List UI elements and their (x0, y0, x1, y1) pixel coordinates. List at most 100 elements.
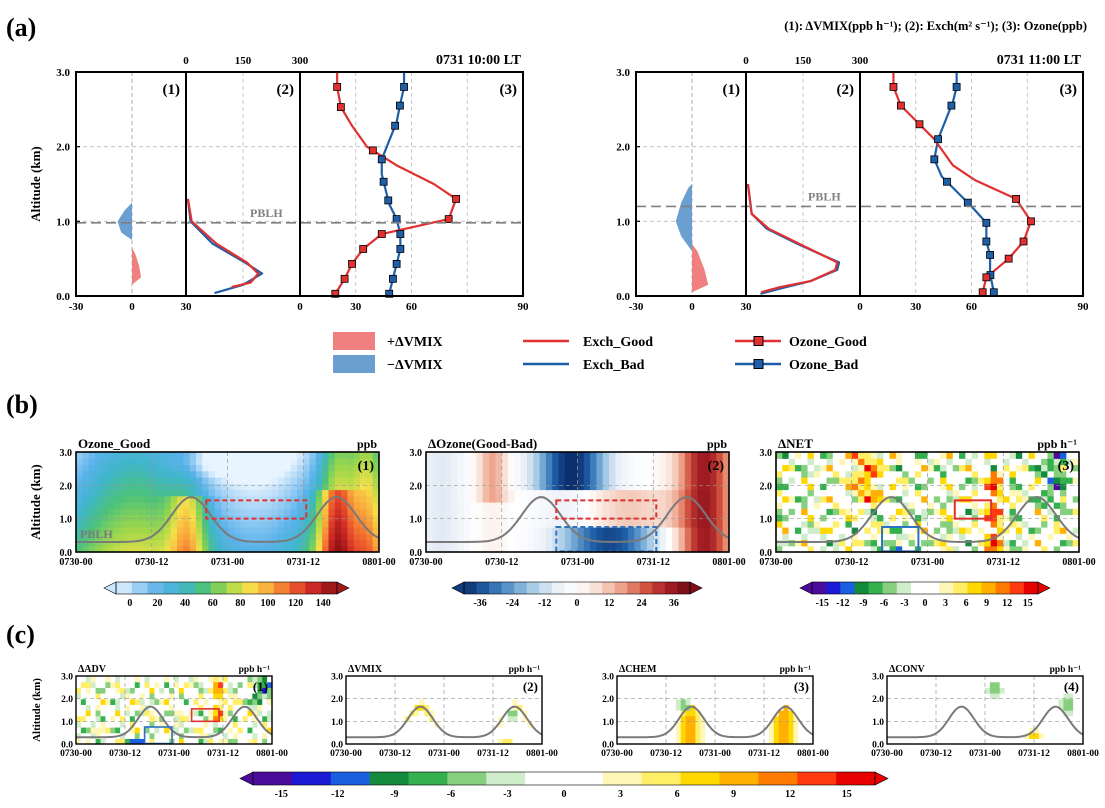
heatmap-cell (120, 710, 126, 717)
heatmap-cell (690, 738, 696, 745)
heatmap-cell (672, 464, 680, 472)
heatmap-cell (502, 698, 509, 705)
heatmap-cell (636, 704, 643, 711)
heatmap-cell (1063, 710, 1069, 717)
heatmap-cell (107, 495, 115, 503)
heatmap-cell (691, 508, 699, 516)
heatmap-cell (434, 704, 440, 711)
heatmap-cell (533, 458, 541, 466)
heatmap-cell (495, 514, 503, 522)
heatmap-cell (1028, 514, 1036, 522)
heatmap-cell (512, 732, 519, 739)
heatmap-cell (247, 738, 253, 745)
heatmap-cell (782, 489, 790, 497)
heatmap-cell (360, 721, 367, 728)
heatmap-cell (439, 732, 445, 739)
heatmap-cell (85, 681, 92, 688)
heatmap-cell (734, 704, 741, 711)
heatmap-cell (640, 495, 648, 503)
heatmap-cell (685, 693, 692, 700)
heatmap-cell (522, 687, 528, 694)
heatmap-cell (385, 704, 391, 711)
heatmap-cell (596, 539, 604, 547)
heatmap-cell (952, 489, 960, 497)
heatmap-cell (1022, 495, 1030, 503)
chart-title: 0731 10:00 LT (436, 53, 522, 68)
heatmap-cell (895, 464, 903, 472)
heatmap-cell (864, 495, 872, 503)
heatmap-cell (129, 681, 136, 688)
x-tick-label: 0730-12 (835, 557, 868, 568)
heatmap-cell (221, 489, 229, 497)
heatmap-cell (870, 527, 878, 534)
heatmap-cell (107, 520, 115, 528)
x-tick-label: 300 (852, 55, 869, 67)
heatmap-cell (1028, 520, 1036, 528)
heatmap-cell (315, 489, 323, 497)
heatmap-cell (246, 464, 254, 472)
heatmap-cell (921, 681, 927, 688)
heatmap-cell (120, 464, 128, 472)
heatmap-cell (177, 477, 184, 484)
heatmap-cell (145, 520, 153, 528)
heatmap-cell (107, 533, 115, 541)
y-tick-label: 1.0 (61, 718, 73, 728)
heatmap-cell (353, 477, 361, 484)
heatmap-cell (636, 698, 643, 705)
colorbar-label: 15 (842, 789, 852, 800)
heatmap-cell (722, 539, 730, 547)
heatmap-cell (501, 477, 509, 484)
heatmap-cell (558, 477, 566, 484)
heatmap-cell (778, 693, 785, 700)
heatmap-cell (478, 693, 484, 700)
heatmap-cell (144, 738, 151, 745)
heatmap-cell (705, 676, 711, 683)
heatmap-cell (202, 527, 210, 534)
heatmap-cell (776, 514, 783, 522)
heatmap-cell (911, 732, 917, 739)
heatmap-cell (189, 539, 197, 547)
heatmap-cell (820, 514, 828, 522)
heatmap-cell (390, 727, 396, 734)
colorbar-segment (486, 772, 526, 785)
heatmap-cell (1009, 693, 1015, 700)
heatmap-cell (773, 721, 780, 728)
heatmap-cell (940, 698, 947, 705)
heatmap-cell (271, 539, 279, 547)
heatmap-cell (309, 483, 317, 491)
heatmap-cell (489, 495, 497, 503)
heatmap-cell (891, 721, 898, 728)
heatmap-cell (409, 676, 416, 683)
heatmap-cell (590, 489, 598, 497)
heatmap-cell (213, 738, 219, 745)
x-tick-label: 0730-12 (485, 557, 518, 568)
heatmap-cell (252, 687, 258, 694)
heatmap-cell (290, 470, 298, 478)
heatmap-cell (889, 545, 897, 553)
heatmap-cell (189, 495, 197, 503)
heatmap-cell (267, 693, 273, 700)
y-tick-label: 2.0 (410, 481, 423, 492)
heatmap-cell (845, 502, 853, 509)
heatmap-cell (895, 483, 903, 491)
heatmap-cell (703, 464, 711, 472)
heatmap-cell (482, 464, 490, 472)
heatmap-cell (213, 676, 219, 683)
panel-c: ΔADV ppb h⁻¹(1)0730-00 0730-12 0731-00 0731-… (31, 664, 1099, 800)
heatmap-cell (621, 483, 629, 491)
heatmap-cell (989, 693, 996, 700)
heatmap-cell (113, 452, 121, 459)
subplot-number: (1) (253, 679, 268, 694)
y-tick-label: 2.0 (760, 481, 773, 492)
subplot-number: (1) (723, 82, 741, 98)
heatmap-cell (488, 727, 494, 734)
heatmap-cell (527, 539, 534, 547)
heatmap-cell (661, 704, 667, 711)
heatmap-cell (1058, 687, 1064, 694)
heatmap-cell (902, 477, 910, 484)
heatmap-cell (309, 545, 317, 553)
heatmap-cell (242, 710, 249, 717)
heatmap-cell (262, 698, 268, 705)
heatmap-cell (959, 527, 966, 534)
heatmap-cell (451, 477, 459, 484)
